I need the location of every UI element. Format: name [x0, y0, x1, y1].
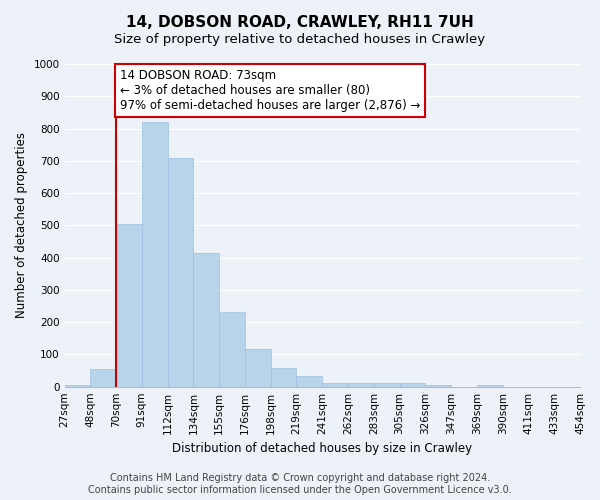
Bar — [167, 158, 193, 386]
Bar — [348, 383, 374, 386]
Bar — [142, 122, 167, 386]
Bar — [116, 224, 142, 386]
Text: Contains HM Land Registry data © Crown copyright and database right 2024.
Contai: Contains HM Land Registry data © Crown c… — [88, 474, 512, 495]
Bar — [322, 383, 348, 386]
Bar — [271, 368, 296, 386]
Y-axis label: Number of detached properties: Number of detached properties — [15, 132, 28, 318]
Bar — [296, 376, 322, 386]
Bar — [400, 384, 425, 386]
Text: 14 DOBSON ROAD: 73sqm
← 3% of detached houses are smaller (80)
97% of semi-detac: 14 DOBSON ROAD: 73sqm ← 3% of detached h… — [120, 69, 421, 112]
Bar — [374, 384, 400, 386]
Text: Size of property relative to detached houses in Crawley: Size of property relative to detached ho… — [115, 32, 485, 46]
Bar — [245, 348, 271, 387]
Bar — [193, 253, 219, 386]
Bar — [425, 385, 451, 386]
Bar — [477, 385, 503, 386]
Bar — [65, 385, 91, 386]
Bar — [219, 312, 245, 386]
Text: 14, DOBSON ROAD, CRAWLEY, RH11 7UH: 14, DOBSON ROAD, CRAWLEY, RH11 7UH — [126, 15, 474, 30]
Bar — [91, 369, 116, 386]
X-axis label: Distribution of detached houses by size in Crawley: Distribution of detached houses by size … — [172, 442, 472, 455]
